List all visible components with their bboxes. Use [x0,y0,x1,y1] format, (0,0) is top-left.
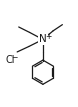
Text: +: + [45,32,51,41]
Text: N: N [39,34,47,45]
Text: −: − [11,53,18,62]
Text: Cl: Cl [5,55,15,65]
